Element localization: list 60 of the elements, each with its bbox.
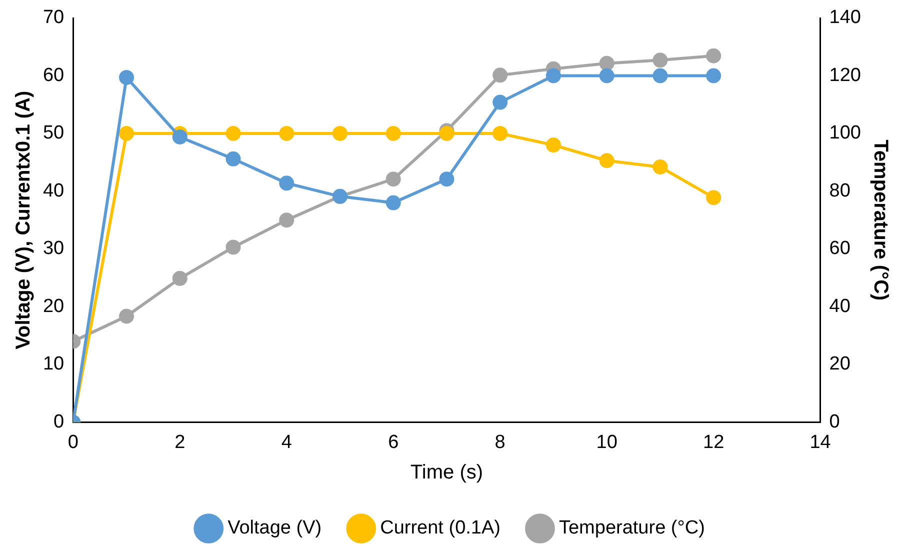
point [386, 172, 401, 187]
point [706, 190, 722, 206]
y-tick-label: 70 [42, 7, 64, 28]
point [226, 240, 241, 255]
y-tick-label: 60 [42, 64, 64, 86]
y-tick-label: 20 [42, 296, 64, 317]
point [119, 70, 134, 85]
point [706, 68, 722, 84]
x-tick-label: 0 [68, 432, 78, 453]
point [706, 48, 722, 64]
point [439, 172, 454, 187]
y-tick-label: 10 [42, 354, 64, 375]
x-tick-label: 4 [281, 432, 292, 453]
point [599, 56, 614, 71]
y-tick-label: 0 [54, 411, 64, 432]
legend-label: Voltage (V) [228, 518, 322, 539]
y2-tick-label: 0 [829, 411, 840, 432]
y2-tick-label: 100 [829, 122, 861, 144]
y2-tick-label: 20 [829, 354, 850, 375]
point [279, 176, 294, 191]
x-tick-label: 6 [388, 432, 399, 453]
y2-axis-title: Temperature (°C) [869, 140, 892, 301]
point [492, 126, 508, 141]
point [546, 138, 561, 153]
point [386, 126, 401, 141]
point [599, 153, 614, 168]
y2-tick-label: 140 [829, 7, 861, 28]
point [652, 68, 668, 84]
y2-tick-label: 40 [829, 296, 850, 317]
x-tick-label: 14 [810, 432, 832, 453]
point [652, 52, 668, 68]
x-axis-title: Time (s) [410, 462, 484, 484]
legend-label: Temperature (°C) [558, 518, 705, 539]
point [492, 94, 508, 110]
y-tick-label: 50 [42, 122, 64, 144]
y-tick-label: 30 [42, 238, 64, 260]
point [119, 126, 134, 141]
legend-label: Current (0.1A) [380, 518, 500, 539]
point [492, 68, 508, 83]
point [119, 308, 134, 324]
point [226, 151, 241, 166]
x-tick-label: 2 [174, 432, 186, 453]
point [599, 68, 614, 84]
x-tick-label: 10 [596, 432, 618, 453]
point [386, 195, 401, 210]
x-tick-label: 12 [702, 432, 724, 453]
point [279, 212, 294, 228]
y2-tick-label: 60 [829, 238, 850, 260]
point [226, 126, 241, 141]
y-axis-title: Voltage (V), Currentx0.1 (A) [12, 90, 35, 350]
point [652, 159, 668, 174]
x-tick-label: 8 [494, 432, 506, 453]
y2-tick-label: 120 [829, 64, 861, 86]
point [332, 126, 348, 141]
point [172, 129, 188, 144]
y2-tick-label: 80 [829, 180, 850, 202]
point [172, 270, 188, 286]
point [279, 126, 294, 141]
point [546, 68, 561, 84]
y-tick-label: 40 [42, 180, 64, 202]
